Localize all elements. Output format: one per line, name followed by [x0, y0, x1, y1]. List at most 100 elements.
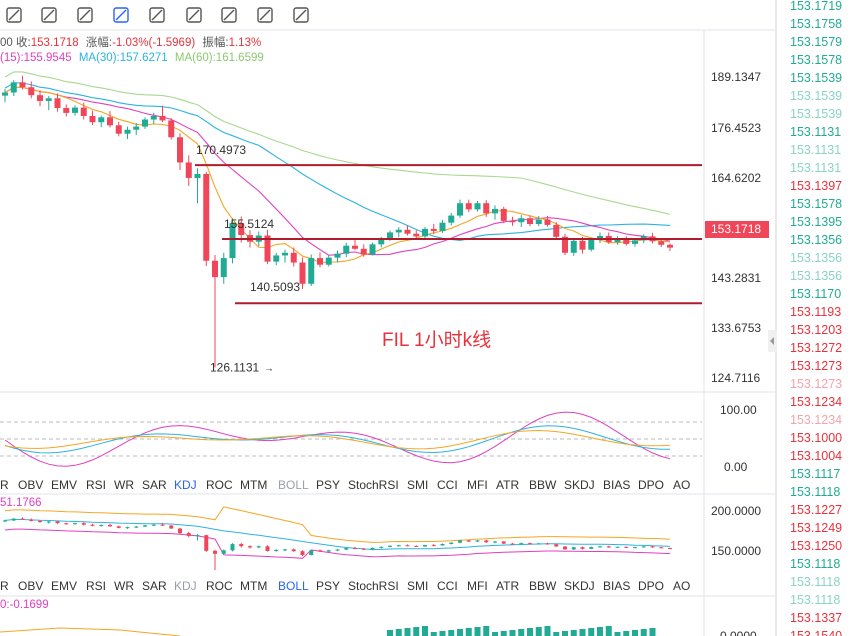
- tab-obv[interactable]: OBV: [18, 579, 44, 593]
- copy-icon[interactable]: [218, 4, 240, 26]
- boll-candle-body: [493, 541, 497, 543]
- tab-stochrsi[interactable]: StochRSI: [348, 478, 399, 492]
- candle-body: [562, 236, 568, 253]
- trash-icon[interactable]: [290, 4, 312, 26]
- tab-mfi[interactable]: MFI: [467, 478, 488, 492]
- price-list-item: 153.1118: [790, 575, 841, 589]
- tab-obv[interactable]: OBV: [18, 478, 44, 492]
- tab-boll[interactable]: BOLL: [278, 478, 309, 492]
- tab-psy[interactable]: PSY: [316, 579, 341, 593]
- tab-skdj[interactable]: SKDJ: [564, 478, 595, 492]
- candle-body: [448, 215, 455, 223]
- chart-canvas[interactable]: 170.4973 155.5124 140.5093 126.1131 → FIL 1小时…: [0, 0, 778, 636]
- current-price-label: 153.1718: [711, 222, 761, 236]
- trade-price-list[interactable]: 153.1719 153.1758 153.1579 153.1578 153.1539…: [778, 0, 868, 636]
- boll-candle-body: [361, 548, 366, 550]
- tab-mtm[interactable]: MTM: [240, 579, 268, 593]
- candle-body: [159, 115, 166, 121]
- boll-candle-body: [353, 548, 357, 550]
- boll-candle-body: [3, 520, 7, 522]
- tab-r[interactable]: R: [0, 579, 9, 593]
- candle-body: [229, 223, 236, 259]
- lock-icon[interactable]: [183, 4, 205, 26]
- candle-body: [299, 262, 306, 284]
- tab-atr[interactable]: ATR: [496, 579, 520, 593]
- current-price-tag: [705, 221, 769, 238]
- tab-bias[interactable]: BIAS: [603, 579, 631, 593]
- line-tool-icon[interactable]: [3, 4, 25, 26]
- boll-candle-body: [81, 523, 86, 525]
- price-axis-label: 133.6753: [711, 321, 761, 335]
- tab-roc[interactable]: ROC: [206, 478, 233, 492]
- tab-kdj[interactable]: KDJ: [174, 478, 197, 492]
- tab-skdj[interactable]: SKDJ: [564, 579, 595, 593]
- price-list-item: 153.1539: [790, 89, 843, 103]
- tab-wr[interactable]: WR: [114, 579, 134, 593]
- boll-candle-body: [283, 549, 287, 551]
- tab-rsi[interactable]: RSI: [86, 478, 107, 492]
- boll-candle-body: [414, 545, 419, 547]
- tab-mfi[interactable]: MFI: [467, 579, 488, 593]
- candle-body: [72, 107, 78, 113]
- boll-candle-body: [405, 545, 410, 547]
- tab-smi[interactable]: SMI: [407, 579, 429, 593]
- tab-bias[interactable]: BIAS: [603, 478, 631, 492]
- candle-body: [212, 260, 218, 278]
- tab-cci[interactable]: CCI: [437, 478, 458, 492]
- ao-bar: [413, 627, 420, 636]
- candle-body: [28, 87, 35, 96]
- brush-icon[interactable]: [110, 4, 132, 26]
- price-list-item: 153.1234: [790, 413, 843, 427]
- candle-body: [89, 115, 96, 123]
- tab-dpo[interactable]: DPO: [638, 478, 665, 492]
- edit-icon[interactable]: [254, 4, 276, 26]
- tab-ao[interactable]: AO: [673, 579, 691, 593]
- tab-smi[interactable]: SMI: [407, 478, 429, 492]
- boll-candle-body: [116, 526, 121, 528]
- boll-candle-body: [519, 543, 524, 545]
- tab-sar[interactable]: SAR: [142, 579, 167, 593]
- tab-emv[interactable]: EMV: [51, 478, 78, 492]
- tab-cci[interactable]: CCI: [437, 579, 458, 593]
- tab-sar[interactable]: SAR: [142, 478, 167, 492]
- tab-dpo[interactable]: DPO: [638, 579, 665, 593]
- candle-body: [142, 119, 148, 127]
- ao-bar: [448, 630, 455, 636]
- tab-wr[interactable]: WR: [114, 478, 134, 492]
- tab-kdj[interactable]: KDJ: [174, 579, 197, 593]
- panel-splitter-handle[interactable]: [768, 330, 777, 352]
- price-axis-label: 164.6202: [711, 171, 761, 185]
- boll-candle-body: [38, 520, 42, 522]
- kdj-axis-0: 0.00: [724, 460, 748, 474]
- tab-psy[interactable]: PSY: [316, 478, 341, 492]
- boll-candle-body: [606, 546, 611, 548]
- boll-candle-body: [239, 544, 244, 547]
- close-label: 收:: [16, 37, 31, 49]
- boll-candle-body: [396, 545, 401, 547]
- level-low-label: 140.5093: [250, 280, 300, 294]
- tab-emv[interactable]: EMV: [51, 579, 78, 593]
- price-axis-label: 189.1347: [711, 70, 761, 84]
- tab-boll[interactable]: BOLL: [278, 579, 309, 593]
- tab-atr[interactable]: ATR: [496, 478, 520, 492]
- candle-body: [492, 208, 498, 214]
- candle-body: [238, 223, 245, 236]
- tab-stochrsi[interactable]: StochRSI: [348, 579, 399, 593]
- tab-bbw[interactable]: BBW: [529, 478, 557, 492]
- price-list-item: 153.1118: [790, 557, 841, 571]
- boll-candle-body: [528, 543, 532, 545]
- candle-body: [422, 228, 428, 237]
- tab-rsi[interactable]: RSI: [86, 579, 107, 593]
- ao-bar: [544, 626, 551, 636]
- tab-r[interactable]: R: [0, 478, 9, 492]
- candle-body: [185, 162, 192, 178]
- candle-body: [273, 255, 280, 262]
- ruler-icon[interactable]: [74, 4, 96, 26]
- tab-roc[interactable]: ROC: [206, 579, 233, 593]
- candle-icon[interactable]: [146, 4, 168, 26]
- tab-bbw[interactable]: BBW: [529, 579, 557, 593]
- ao-bar: [509, 630, 516, 636]
- tab-ao[interactable]: AO: [673, 478, 691, 492]
- ray-tool-icon[interactable]: [38, 4, 60, 26]
- tab-mtm[interactable]: MTM: [240, 478, 268, 492]
